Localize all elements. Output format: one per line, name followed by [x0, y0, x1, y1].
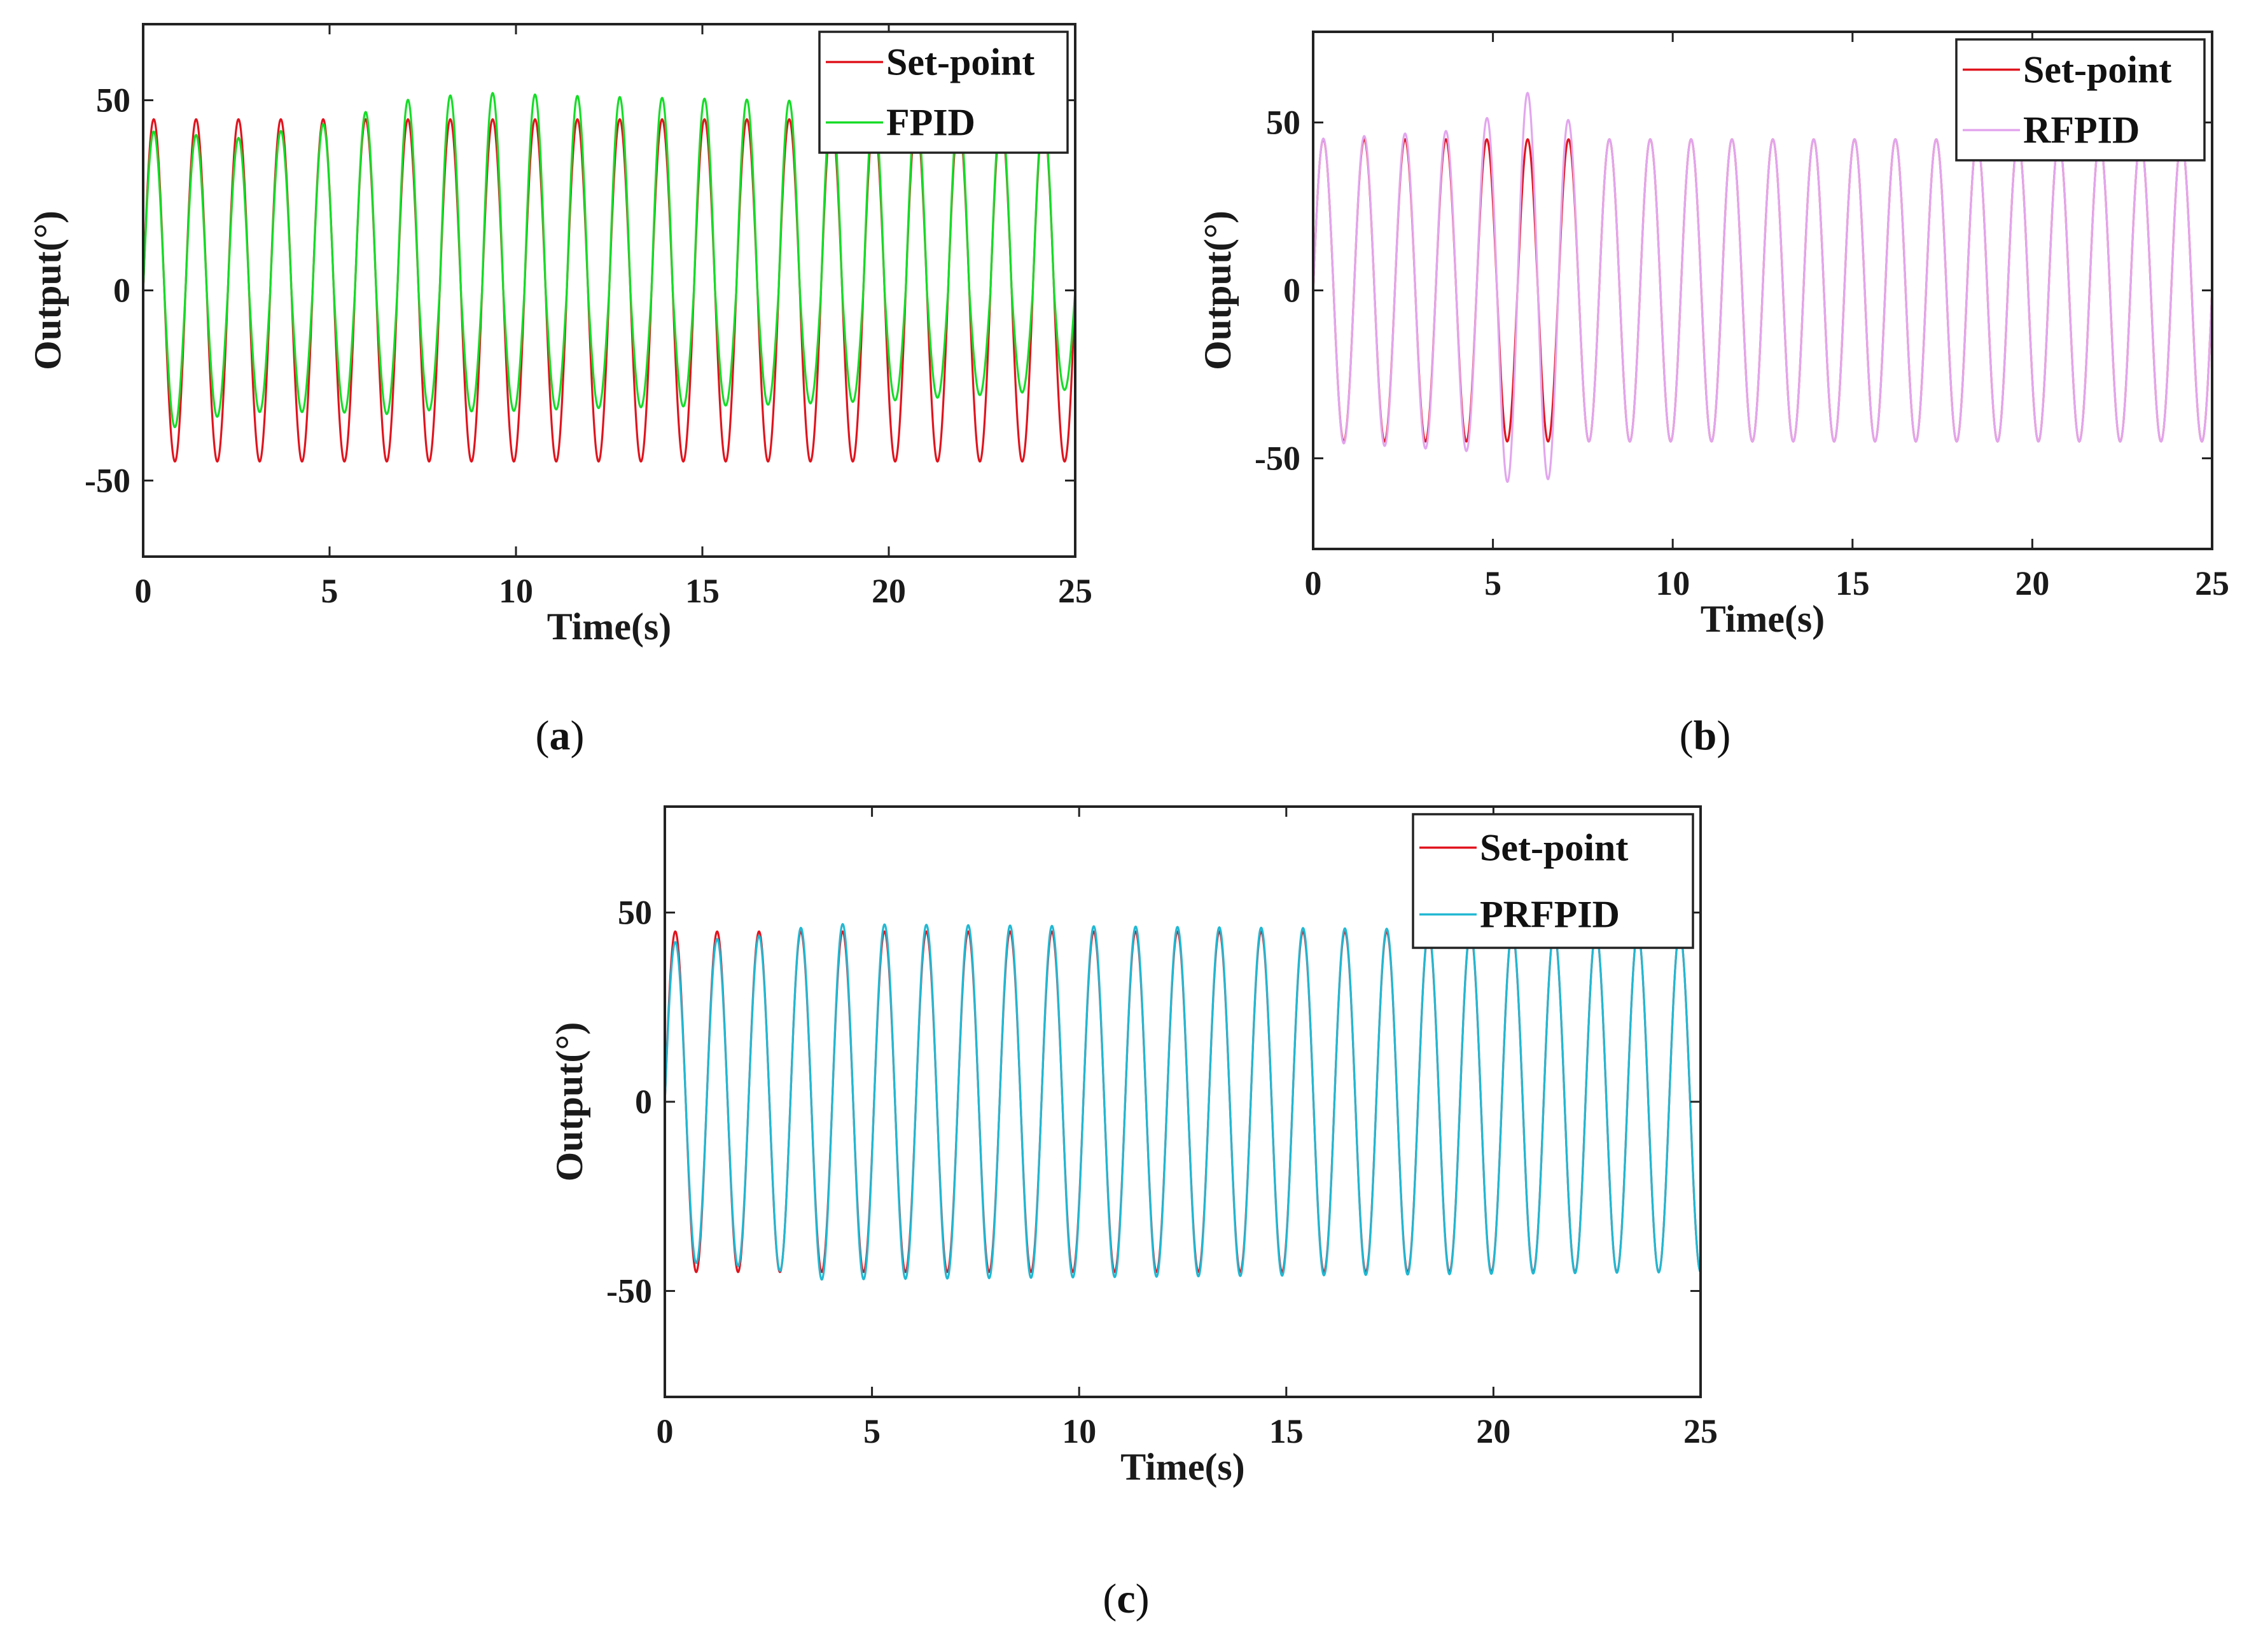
legend-c: Set-point PRFPID: [1412, 813, 1694, 949]
panel-caption-c: (c): [1103, 1576, 1149, 1622]
chart-panel-a: 0 5 10 15 20 25 50 0 -50 Time(s) Output(°) Set-poin…: [27, 23, 1092, 759]
legend-box: [818, 31, 1069, 154]
legend-label: Set-point: [2023, 49, 2171, 91]
x-tick-label: 15: [685, 572, 720, 610]
caption-open-paren: (: [1103, 1576, 1117, 1622]
caption-letter: c: [1117, 1576, 1135, 1622]
y-tick-label: 50: [618, 894, 652, 932]
x-axis-label: Time(s): [1120, 1446, 1245, 1488]
chart-panel-b: 0 5 10 15 20 25 50 0 -50 Time(s) Output(°) Set-poin…: [1197, 31, 2229, 759]
x-tick-label: 5: [321, 572, 338, 610]
x-tick-label: 25: [2195, 564, 2229, 602]
legend-box: [1955, 38, 2206, 162]
x-tick-label: 25: [1058, 572, 1092, 610]
x-tick-label: 20: [872, 572, 906, 610]
x-tick-label: 5: [1484, 564, 1501, 602]
y-tick-label: 0: [635, 1083, 652, 1121]
caption-open-paren: (: [1680, 712, 1694, 759]
x-tick-label: 10: [1062, 1412, 1096, 1450]
y-tick-label: -50: [1255, 439, 1300, 477]
x-tick-label: 15: [1269, 1412, 1304, 1450]
y-axis-label: Output(°): [1197, 211, 1239, 370]
chart-panel-c: 0 5 10 15 20 25 50 0 -50 Time(s) Output(°) Set-poin…: [548, 805, 1718, 1622]
caption-close-paren: ): [1136, 1576, 1150, 1622]
x-axis-label: Time(s): [1701, 598, 1825, 640]
legend-label: Set-point: [1480, 827, 1628, 869]
x-tick-label: 20: [2015, 564, 2049, 602]
series-line-c-prfpid: [665, 922, 1701, 1281]
x-tick-label: 5: [863, 1412, 881, 1450]
legend-box: [1412, 813, 1694, 949]
y-tick-label: -50: [85, 461, 130, 499]
x-tick-label: 0: [657, 1412, 674, 1450]
caption-close-paren: ): [571, 712, 585, 759]
panel-caption-a: (a): [536, 712, 585, 759]
y-tick-label: 50: [96, 81, 130, 120]
x-tick-label: 15: [1835, 564, 1870, 602]
x-tick-label: 10: [499, 572, 533, 610]
caption-letter: b: [1694, 712, 1717, 759]
caption-open-paren: (: [536, 712, 550, 759]
x-tick-label: 0: [135, 572, 152, 610]
caption-close-paren: ): [1716, 712, 1730, 759]
x-tick-label: 0: [1305, 564, 1322, 602]
legend-b: Set-point RFPID: [1955, 38, 2206, 162]
y-tick-label: 50: [1266, 104, 1300, 142]
legend-a: Set-point FPID: [818, 31, 1069, 154]
x-tick-label: 20: [1476, 1412, 1510, 1450]
y-tick-label: -50: [606, 1272, 652, 1310]
caption-letter: a: [550, 712, 571, 759]
y-tick-label: 0: [1283, 272, 1300, 310]
x-tick-label: 25: [1683, 1412, 1718, 1450]
x-tick-label: 10: [1655, 564, 1690, 602]
y-axis-label: Output(°): [27, 211, 69, 370]
legend-label: Set-point: [886, 41, 1034, 83]
plot-area-c: [665, 922, 1701, 1281]
legend-label: PRFPID: [1480, 894, 1620, 936]
y-tick-label: 0: [113, 272, 130, 310]
x-axis-label: Time(s): [547, 606, 672, 648]
panel-caption-b: (b): [1680, 712, 1731, 759]
legend-label: RFPID: [2023, 109, 2140, 151]
legend-label: FPID: [886, 102, 975, 144]
y-axis-label: Output(°): [548, 1022, 590, 1182]
